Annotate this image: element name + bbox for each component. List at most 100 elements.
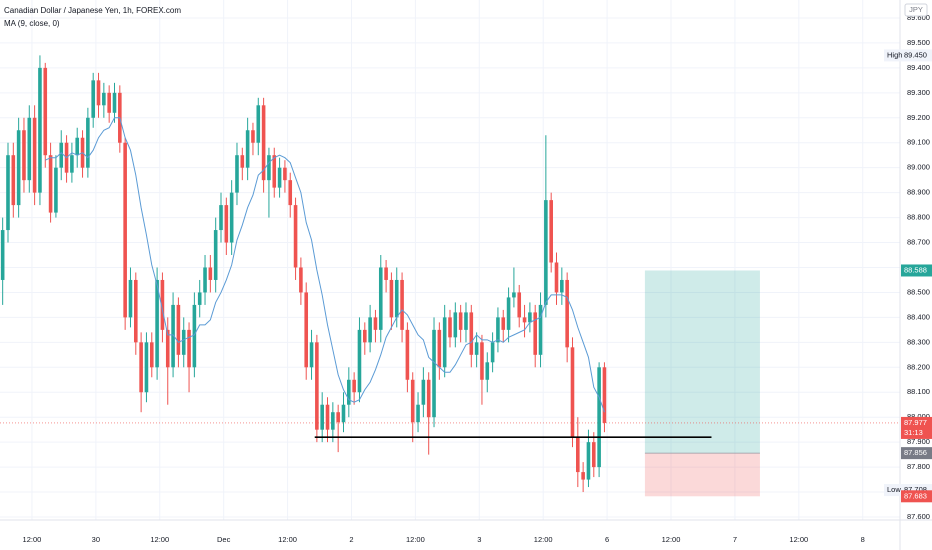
candle-body	[155, 279, 159, 368]
x-tick-label: 30	[92, 535, 100, 544]
candle-body	[533, 312, 538, 355]
candle-body	[261, 105, 266, 181]
candle-body	[192, 304, 197, 368]
candle-body	[128, 279, 133, 318]
candle-body	[336, 412, 340, 423]
candle-body	[565, 279, 569, 348]
high-tag-bg	[901, 49, 932, 62]
x-tick-label: 8	[861, 535, 865, 544]
candle-body	[347, 379, 351, 405]
candle-body	[437, 329, 442, 368]
y-tick-label: 88.500	[907, 287, 930, 296]
candle-body	[426, 379, 431, 418]
candle-body	[357, 329, 362, 393]
candle-body	[235, 155, 239, 193]
candle-body	[283, 167, 287, 181]
currency-badge[interactable]	[904, 3, 928, 17]
candle-body	[203, 267, 207, 293]
candle-body	[586, 442, 591, 480]
candle-body	[389, 279, 394, 318]
candle-body	[208, 267, 213, 280]
candle-body	[123, 142, 127, 318]
candle-body	[304, 292, 309, 368]
candle-body	[442, 317, 447, 368]
axes: 87.60087.70087.80087.90088.00088.10088.2…	[23, 13, 932, 544]
candle-body	[538, 304, 543, 355]
candle-body	[86, 117, 90, 168]
candle-body	[11, 155, 16, 206]
candle-body	[38, 67, 42, 193]
candle-body	[474, 342, 479, 355]
plot	[0, 55, 900, 497]
candle-body	[139, 342, 143, 393]
grid	[0, 0, 900, 520]
x-tick-label: 12:00	[150, 535, 169, 544]
candle-body	[43, 67, 48, 156]
target-tag: 88.588	[904, 265, 927, 274]
candle-body	[512, 292, 516, 298]
x-tick-label: 12:00	[23, 535, 42, 544]
candle-body	[107, 92, 111, 113]
currency-label: JPY	[909, 5, 923, 14]
candle-body	[501, 317, 506, 330]
candle-body	[176, 304, 181, 355]
y-tick-label: 89.200	[907, 113, 930, 122]
last-price-tag-bg	[901, 416, 932, 439]
candle-body	[299, 267, 303, 293]
y-tick-label: 89.400	[907, 63, 930, 72]
candle-body	[144, 342, 149, 393]
indicator-label: MA (9, close, 0)	[4, 19, 60, 28]
candle-body	[597, 367, 601, 468]
candle-body	[6, 155, 10, 231]
y-tick-label: 89.100	[907, 138, 930, 147]
candle-body	[256, 105, 261, 143]
x-tick-label: Dec	[217, 535, 231, 544]
countdown: 31:13	[904, 428, 923, 437]
target-tag-bg	[901, 264, 932, 277]
y-tick-label: 89.000	[907, 163, 930, 172]
y-tick-label: 88.900	[907, 188, 930, 197]
candle-body	[160, 279, 165, 330]
candle-body	[485, 362, 490, 380]
y-tick-label: 89.300	[907, 88, 930, 97]
candle-body	[400, 279, 404, 330]
stop-tag-bg	[901, 490, 932, 503]
candle-body	[0, 230, 5, 280]
candle-body	[528, 312, 532, 323]
candle-body	[325, 404, 330, 430]
candle-body	[70, 155, 74, 173]
entry-tag-bg	[901, 447, 932, 460]
candle-body	[22, 130, 26, 181]
y-tick-label: 88.300	[907, 337, 930, 346]
candle-body	[197, 292, 202, 305]
candle-body	[320, 404, 324, 430]
candle-body	[267, 155, 271, 181]
candle-body	[576, 437, 580, 473]
candle-body	[288, 180, 293, 206]
candle-body	[394, 279, 399, 318]
x-tick-label: 12:00	[662, 535, 681, 544]
candle-body	[245, 130, 250, 168]
candle-body	[224, 205, 229, 243]
candle-body	[421, 379, 426, 405]
candle-body	[240, 155, 245, 168]
candle-body	[27, 117, 32, 181]
low-text: Low	[887, 485, 901, 494]
y-tick-label: 88.100	[907, 387, 930, 396]
candle-body	[149, 342, 154, 368]
candle-body	[560, 279, 564, 293]
profit-zone	[644, 270, 760, 454]
stop-tag: 87.683	[904, 491, 927, 500]
candle-body	[490, 342, 495, 363]
candle-body	[293, 205, 298, 268]
candle-body	[96, 80, 101, 106]
candle-body	[171, 304, 175, 368]
entry-tag: 87.856	[904, 448, 927, 457]
y-tick-label: 89.500	[907, 38, 930, 47]
candle-body	[133, 279, 138, 343]
candle-body	[373, 317, 378, 330]
candle-body	[448, 317, 452, 338]
high-text: High	[887, 50, 902, 59]
candle-body	[229, 192, 234, 243]
